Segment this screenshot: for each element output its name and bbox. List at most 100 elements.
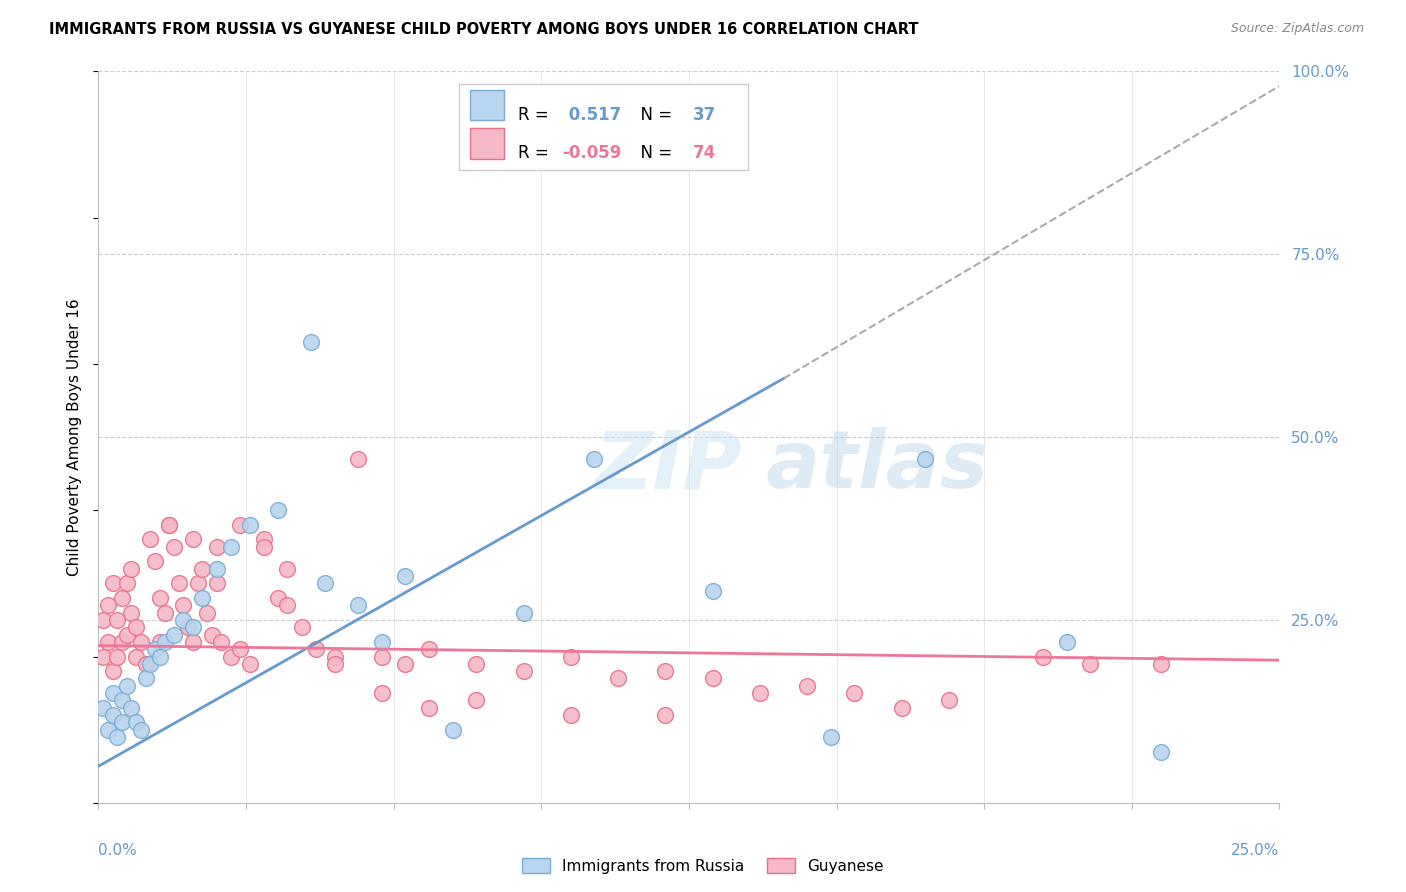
Text: 25.0%: 25.0% — [1232, 843, 1279, 858]
FancyBboxPatch shape — [458, 84, 748, 170]
Point — [181, 620, 204, 634]
Point — [654, 664, 676, 678]
Point — [267, 591, 290, 605]
Point — [91, 613, 114, 627]
Point — [121, 606, 143, 620]
Point — [560, 708, 582, 723]
Point — [153, 606, 176, 620]
Point — [139, 657, 162, 671]
Point — [267, 503, 290, 517]
Point — [702, 672, 724, 686]
Point — [239, 517, 262, 532]
Point — [125, 715, 148, 730]
Point — [205, 576, 228, 591]
Point — [105, 649, 128, 664]
Point — [191, 562, 214, 576]
Point — [129, 723, 152, 737]
Point — [418, 642, 440, 657]
Text: IMMIGRANTS FROM RUSSIA VS GUYANESE CHILD POVERTY AMONG BOYS UNDER 16 CORRELATION: IMMIGRANTS FROM RUSSIA VS GUYANESE CHILD… — [49, 22, 918, 37]
Point — [105, 730, 128, 744]
Point — [121, 562, 143, 576]
Legend: Immigrants from Russia, Guyanese: Immigrants from Russia, Guyanese — [516, 852, 890, 880]
Point — [157, 517, 180, 532]
Point — [101, 686, 124, 700]
Text: Source: ZipAtlas.com: Source: ZipAtlas.com — [1230, 22, 1364, 36]
Text: 0.0%: 0.0% — [98, 843, 138, 858]
Point — [153, 635, 176, 649]
Point — [347, 452, 370, 467]
Point — [97, 599, 120, 613]
Point — [172, 613, 194, 627]
Point — [135, 672, 157, 686]
Point — [91, 649, 114, 664]
Point — [209, 635, 232, 649]
Point — [149, 591, 172, 605]
Text: R =: R = — [517, 145, 554, 162]
Point — [105, 613, 128, 627]
Point — [253, 533, 276, 547]
FancyBboxPatch shape — [471, 128, 503, 159]
Point — [229, 517, 252, 532]
Point — [181, 635, 204, 649]
Point — [219, 649, 242, 664]
Point — [914, 452, 936, 467]
Point — [748, 686, 770, 700]
Point — [371, 649, 394, 664]
Point — [654, 708, 676, 723]
Text: 0.517: 0.517 — [562, 105, 621, 123]
Point — [512, 664, 534, 678]
Point — [91, 700, 114, 714]
Point — [465, 657, 488, 671]
Text: R =: R = — [517, 105, 554, 123]
Point — [177, 620, 200, 634]
Point — [219, 540, 242, 554]
Point — [101, 576, 124, 591]
Point — [167, 576, 190, 591]
FancyBboxPatch shape — [471, 89, 503, 120]
Point — [125, 649, 148, 664]
Point — [465, 693, 488, 707]
Point — [205, 540, 228, 554]
Point — [371, 635, 394, 649]
Point — [394, 569, 416, 583]
Point — [115, 679, 138, 693]
Point — [111, 693, 134, 707]
Point — [181, 533, 204, 547]
Point — [890, 700, 912, 714]
Point — [276, 599, 298, 613]
Point — [143, 642, 166, 657]
Point — [149, 635, 172, 649]
Point — [844, 686, 866, 700]
Point — [276, 562, 298, 576]
Point — [239, 657, 262, 671]
Point — [512, 606, 534, 620]
Point — [191, 591, 214, 605]
Point — [583, 452, 606, 467]
Point — [111, 591, 134, 605]
Point — [135, 657, 157, 671]
Point — [163, 627, 186, 641]
Point — [205, 562, 228, 576]
Point — [101, 708, 124, 723]
Point — [323, 657, 346, 671]
Point — [290, 620, 312, 634]
Point — [560, 649, 582, 664]
Point — [702, 583, 724, 598]
Point — [121, 700, 143, 714]
Point — [129, 635, 152, 649]
Point — [201, 627, 224, 641]
Text: atlas: atlas — [766, 427, 988, 506]
Point — [1150, 745, 1173, 759]
Point — [97, 635, 120, 649]
Text: 74: 74 — [693, 145, 716, 162]
Point — [149, 649, 172, 664]
Text: N =: N = — [630, 145, 678, 162]
Point — [157, 517, 180, 532]
Point — [111, 715, 134, 730]
Point — [323, 649, 346, 664]
Point — [305, 642, 328, 657]
Point — [172, 599, 194, 613]
Point — [253, 540, 276, 554]
Point — [143, 554, 166, 568]
Point — [187, 576, 209, 591]
